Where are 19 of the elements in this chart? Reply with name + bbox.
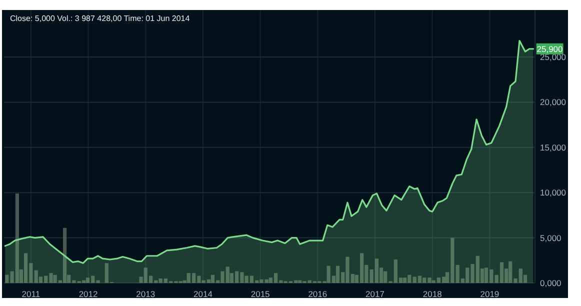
x-tick-label: 2019 <box>480 288 500 299</box>
bar <box>82 280 86 283</box>
x-tick-label: 2018 <box>422 288 442 299</box>
x-tick-label: 2013 <box>136 288 156 299</box>
x-tick-label: 2012 <box>78 288 98 299</box>
y-tick-label: 0,000 <box>540 278 562 288</box>
y-tick-label: 20,000 <box>540 97 566 108</box>
annotation: 25,900 <box>536 44 564 54</box>
y-tick-label: 15,000 <box>540 142 566 152</box>
x-tick-label: 2015 <box>250 288 270 299</box>
bar <box>403 278 407 283</box>
x-tick-label: 2011 <box>22 288 40 299</box>
y-tick-label: 10,000 <box>540 188 566 198</box>
y-tick-label: 5,000 <box>540 232 562 243</box>
annotation: Close: 5,000 Vol.: 3 987 428,00 Time: 01 Jun 2014 <box>10 14 190 23</box>
bar <box>62 228 67 283</box>
x-tick-label: 2016 <box>308 288 328 299</box>
x-tick-label: 2014 <box>194 288 213 299</box>
x-tick-label: 2017 <box>366 288 385 299</box>
